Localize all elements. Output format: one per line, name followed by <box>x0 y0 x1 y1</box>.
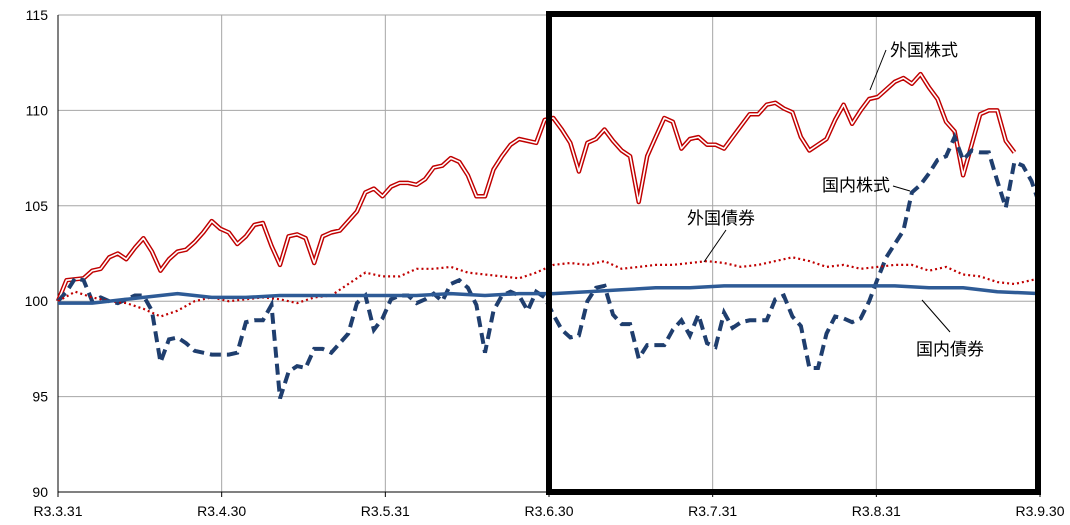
series-2 <box>57 256 1041 318</box>
y-tick-label: 95 <box>32 389 48 405</box>
x-tick-label: R3.3.31 <box>33 503 82 519</box>
series-annotation-label: 国内株式 <box>822 176 890 196</box>
annotation-leader-line <box>703 229 727 263</box>
y-tick-label: 115 <box>26 7 49 23</box>
x-tick-label: R3.7.31 <box>688 503 737 519</box>
y-tick-label: 100 <box>25 293 49 309</box>
series-annotation-label: 外国株式 <box>890 41 958 61</box>
x-tick-label: R3.6.30 <box>524 503 573 519</box>
y-axis-ticks: 90 95 100 105 110 115 <box>25 7 49 500</box>
annotation-leader-line <box>921 299 951 333</box>
series-line <box>58 284 1041 305</box>
highlight-box <box>546 11 1041 495</box>
series-3 <box>58 284 1041 305</box>
x-tick-label: R3.5.31 <box>361 503 410 519</box>
x-axis-ticks: R3.3.31 R3.4.30 R3.5.31 R3.6.30 R3.7.31 R3.8.… <box>33 492 1065 519</box>
x-tick-label: R3.8.31 <box>852 503 901 519</box>
series-line-inner <box>57 73 1016 302</box>
x-tick-label: R3.4.30 <box>197 503 246 519</box>
series-annotation-label: 国内債券 <box>916 340 984 360</box>
y-tick-label: 90 <box>32 484 48 500</box>
series-line <box>57 256 1041 318</box>
annotation-leader-line <box>892 185 911 192</box>
series-0 <box>55 71 1017 303</box>
annotation-leader-line <box>869 49 887 91</box>
series-annotation-label: 外国債券 <box>687 209 755 229</box>
x-tick-label: R3.9.30 <box>1015 503 1064 519</box>
highlight-rect <box>546 11 1041 495</box>
y-tick-label: 110 <box>26 102 49 118</box>
y-tick-label: 105 <box>25 198 49 214</box>
